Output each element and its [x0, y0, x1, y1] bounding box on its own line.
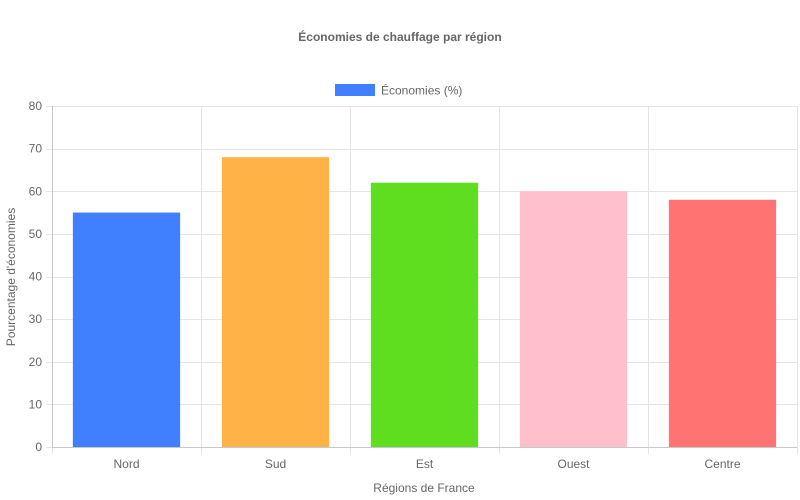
x-tick-labels: Nord Sud Est Ouest Centre	[113, 457, 740, 471]
bar-nord[interactable]	[72, 212, 181, 447]
bar-ouest[interactable]	[519, 191, 628, 447]
y-tick-label: 10	[29, 397, 43, 411]
y-axis-label: Pourcentage d'économies	[4, 208, 18, 346]
chart-title: Économies de chauffage par région	[298, 29, 501, 44]
x-tick-label: Est	[416, 457, 434, 471]
bar-centre[interactable]	[668, 199, 777, 447]
y-tick-label: 30	[29, 312, 43, 326]
y-tick-label: 50	[29, 227, 43, 241]
x-tick-label: Centre	[704, 457, 740, 471]
y-tick-label: 0	[35, 440, 42, 454]
axes	[52, 106, 797, 448]
y-tick-label: 40	[29, 270, 43, 284]
x-tick-label: Sud	[265, 457, 286, 471]
y-tick-label: 20	[29, 355, 43, 369]
x-axis-label: Régions de France	[373, 481, 475, 495]
legend[interactable]: Économies (%)	[335, 83, 462, 98]
y-tick-label: 80	[29, 99, 43, 113]
bars	[72, 157, 777, 447]
x-tick-label: Nord	[113, 457, 139, 471]
bar-sud[interactable]	[221, 157, 330, 447]
legend-label: Économies (%)	[381, 83, 462, 98]
y-tick-label: 60	[29, 184, 43, 198]
y-tick-label: 70	[29, 142, 43, 156]
bar-est[interactable]	[370, 182, 479, 447]
legend-swatch	[335, 84, 375, 96]
x-tick-label: Ouest	[557, 457, 590, 471]
y-tick-labels: 0 10 20 30 40 50 60 70 80	[29, 99, 43, 454]
